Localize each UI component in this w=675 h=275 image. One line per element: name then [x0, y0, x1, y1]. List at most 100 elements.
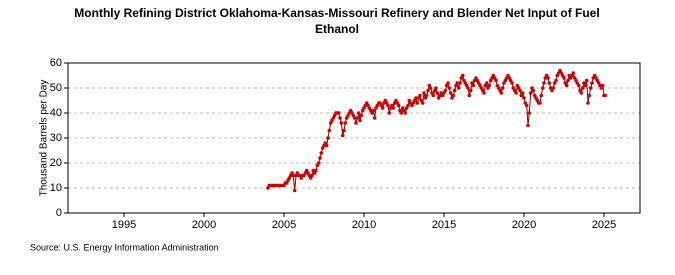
data-point — [527, 111, 532, 115]
data-point — [422, 91, 426, 95]
data-point — [359, 113, 364, 118]
data-point — [340, 133, 345, 138]
data-point — [468, 88, 473, 93]
data-point — [590, 81, 594, 85]
data-point — [499, 91, 504, 95]
data-point — [314, 168, 318, 173]
y-axis-label: Thousand Barrels per Day — [39, 80, 50, 197]
x-tick-label: 2025 — [592, 219, 616, 231]
data-point — [336, 111, 341, 115]
data-point — [431, 93, 436, 98]
data-point — [518, 88, 522, 93]
data-point — [571, 71, 576, 75]
data-point — [531, 88, 536, 93]
data-point — [547, 81, 552, 85]
data-point — [358, 118, 362, 123]
x-tick-label: 2000 — [192, 219, 216, 231]
data-point — [386, 103, 390, 108]
data-point — [466, 86, 470, 90]
y-tick-label: 60 — [50, 57, 62, 69]
data-point — [580, 86, 585, 90]
data-point — [448, 91, 453, 95]
data-point — [415, 101, 420, 105]
data-point — [338, 116, 342, 120]
data-point — [460, 73, 465, 78]
data-point — [526, 123, 530, 128]
data-point — [352, 116, 357, 120]
data-point — [603, 93, 608, 98]
data-point — [514, 91, 518, 95]
data-point — [482, 91, 486, 95]
data-point — [371, 108, 376, 113]
data-point — [319, 151, 324, 155]
data-point — [586, 101, 590, 105]
data-point — [528, 91, 533, 95]
data-point — [484, 81, 489, 85]
data-point — [354, 121, 358, 125]
x-tick-label: 2015 — [432, 219, 456, 231]
data-point — [443, 88, 448, 93]
data-point — [291, 173, 296, 178]
data-point — [539, 93, 544, 98]
data-point — [520, 91, 525, 95]
data-point — [467, 93, 472, 98]
y-tick-label: 0 — [56, 207, 62, 219]
y-tick-label: 40 — [50, 107, 62, 119]
data-point — [587, 93, 592, 98]
data-point — [546, 76, 550, 80]
data-point — [428, 86, 433, 90]
data-point — [564, 83, 569, 88]
chart-title: Monthly Refining District Oklahoma-Kansa… — [74, 6, 599, 20]
data-point — [339, 121, 344, 125]
data-point — [487, 83, 492, 88]
data-point — [510, 81, 514, 85]
y-tick-label: 20 — [50, 157, 62, 169]
data-point — [356, 111, 361, 115]
data-point — [343, 121, 348, 125]
x-tick-label: 2005 — [272, 219, 296, 231]
data-point — [418, 93, 422, 98]
data-point — [446, 81, 450, 85]
data-point — [414, 96, 418, 100]
data-point — [451, 93, 456, 98]
data-point — [566, 78, 570, 83]
chart-subtitle: Ethanol — [315, 22, 359, 36]
data-point — [434, 86, 438, 90]
data-point — [424, 93, 429, 98]
x-tick-label: 1995 — [112, 219, 136, 231]
data-point — [452, 88, 457, 93]
data-point — [500, 86, 505, 90]
data-point — [324, 143, 329, 148]
data-point — [551, 86, 556, 90]
data-point — [387, 111, 392, 115]
data-point — [406, 103, 410, 108]
y-tick-label: 30 — [50, 132, 62, 144]
data-point — [435, 91, 440, 95]
data-point — [588, 86, 593, 90]
data-point — [447, 86, 452, 90]
data-point — [579, 91, 584, 95]
data-point — [562, 76, 566, 80]
data-point — [542, 81, 546, 85]
y-tick-label: 50 — [50, 82, 62, 94]
data-point — [355, 116, 360, 120]
data-point — [292, 188, 297, 193]
data-point — [380, 106, 385, 110]
data-point — [327, 128, 332, 133]
data-point — [396, 103, 401, 108]
data-point — [584, 78, 589, 83]
data-point — [576, 83, 581, 88]
y-tick-label: 10 — [50, 182, 62, 194]
data-point — [524, 103, 529, 108]
data-point — [554, 78, 558, 83]
data-point — [494, 78, 498, 83]
data-point — [456, 86, 461, 90]
data-point — [420, 101, 425, 105]
data-point — [399, 111, 404, 115]
data-point — [403, 111, 408, 115]
data-point — [600, 83, 605, 88]
plot-frame — [67, 62, 641, 214]
data-point — [310, 173, 314, 178]
x-tick-label: 2020 — [512, 219, 536, 231]
